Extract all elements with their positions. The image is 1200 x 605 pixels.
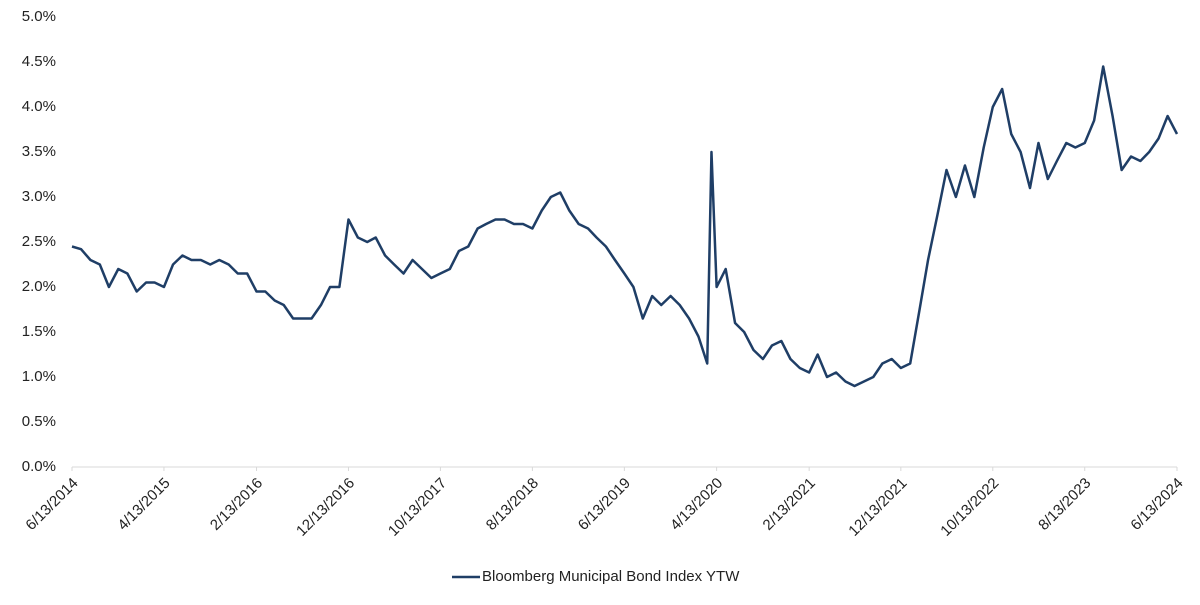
x-tick-label: 4/13/2015 <box>114 475 173 534</box>
y-tick-label: 1.0% <box>22 368 56 385</box>
x-tick-label: 6/13/2024 <box>1127 475 1186 534</box>
y-tick-label: 2.0% <box>22 278 56 295</box>
y-tick-label: 0.0% <box>22 458 56 475</box>
data-line <box>71 65 1179 388</box>
legend-label: Bloomberg Municipal Bond Index YTW <box>482 568 740 585</box>
y-tick-label: 5.0% <box>22 8 56 25</box>
x-tick-label: 10/13/2022 <box>937 475 1002 540</box>
x-tick-label: 12/13/2021 <box>845 475 910 540</box>
y-tick-label: 1.5% <box>22 323 56 340</box>
y-tick-label: 3.0% <box>22 188 56 205</box>
y-tick-label: 4.0% <box>22 98 56 115</box>
y-tick-label: 4.5% <box>22 53 56 70</box>
y-tick-label: 3.5% <box>22 143 56 160</box>
x-tick-label: 6/13/2019 <box>575 475 634 534</box>
x-tick-label: 2/13/2016 <box>207 475 266 534</box>
x-tick-label: 4/13/2020 <box>667 475 726 534</box>
x-tick-label: 12/13/2016 <box>293 475 358 540</box>
x-tick-label: 6/13/2014 <box>22 475 81 534</box>
x-tick-label: 8/13/2018 <box>483 475 542 534</box>
x-tick-label: 2/13/2021 <box>760 475 819 534</box>
x-tick-label: 10/13/2017 <box>385 475 450 540</box>
y-tick-label: 0.5% <box>22 413 56 430</box>
y-tick-label: 2.5% <box>22 233 56 250</box>
x-tick-label: 8/13/2023 <box>1035 475 1094 534</box>
